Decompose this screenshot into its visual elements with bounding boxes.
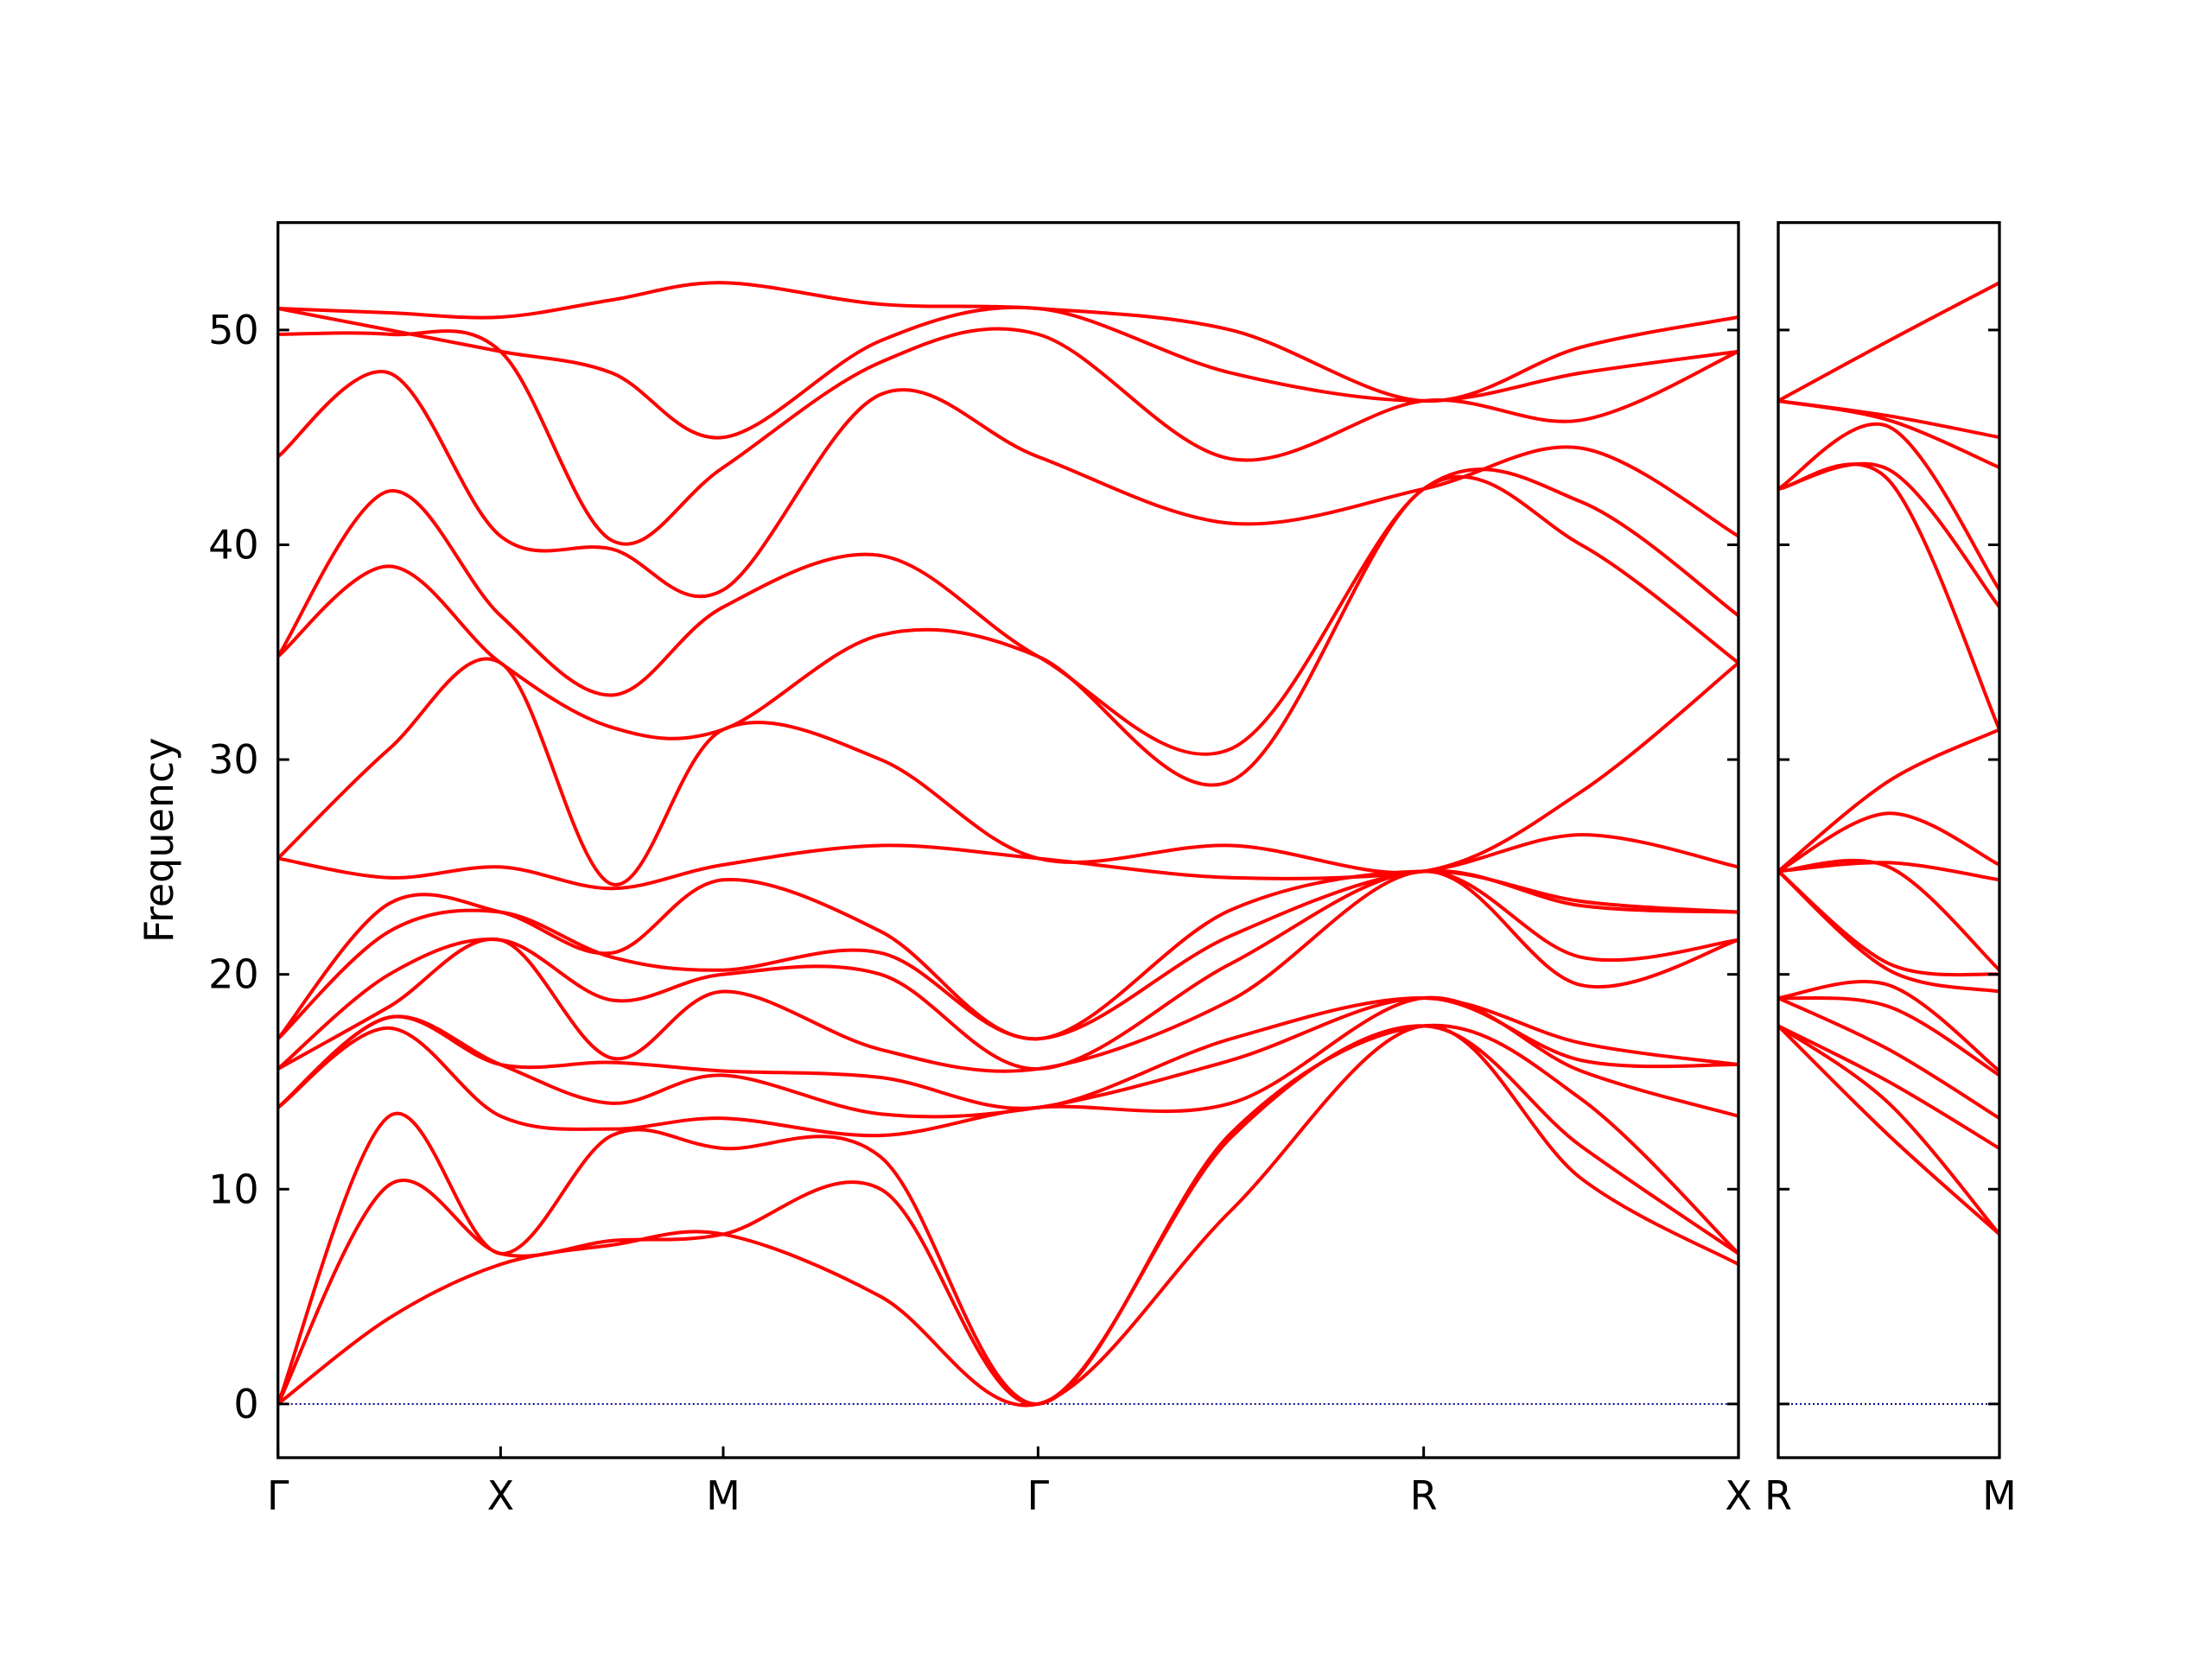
band-line bbox=[1778, 281, 1999, 403]
band-line bbox=[277, 327, 1739, 546]
band-line bbox=[1778, 728, 1999, 873]
band-line bbox=[277, 1024, 1739, 1406]
band-line bbox=[1778, 858, 1999, 972]
band-line bbox=[1778, 422, 1999, 591]
band-line bbox=[277, 868, 1739, 1041]
y-tick-label: 50 bbox=[208, 307, 259, 353]
band-line bbox=[1778, 398, 1999, 440]
axes-frame bbox=[1777, 220, 2001, 1459]
band-line bbox=[277, 281, 1739, 403]
band-line bbox=[1778, 1024, 1999, 1236]
band-line bbox=[1778, 869, 1999, 977]
band-line bbox=[277, 869, 1739, 1041]
x-tick-label: X bbox=[487, 1472, 515, 1519]
axes-frame bbox=[276, 220, 1740, 1459]
band-line bbox=[277, 996, 1739, 1110]
x-tick-label: Γ bbox=[1027, 1472, 1050, 1519]
band-line bbox=[277, 869, 1739, 1071]
x-tick-label: R bbox=[1764, 1472, 1792, 1519]
band-line bbox=[277, 869, 1739, 1073]
bands bbox=[1778, 281, 1999, 1236]
band-line bbox=[277, 833, 1739, 891]
y-tick-label: 10 bbox=[208, 1166, 259, 1212]
band-line bbox=[277, 996, 1739, 1119]
band-line bbox=[1778, 995, 1999, 1077]
y-tick-label: 40 bbox=[208, 521, 259, 568]
band-line bbox=[1778, 1024, 1999, 1236]
band-line bbox=[1778, 996, 1999, 1120]
band-line bbox=[277, 369, 1739, 599]
band-line bbox=[1778, 980, 1999, 1073]
band-line bbox=[277, 467, 1739, 756]
band-line bbox=[1778, 461, 1999, 608]
y-tick-label: 20 bbox=[208, 951, 259, 998]
band-line bbox=[277, 995, 1739, 1138]
x-tick-label: M bbox=[706, 1472, 741, 1519]
band-line bbox=[277, 1024, 1739, 1408]
band-line bbox=[1778, 811, 1999, 874]
bands bbox=[277, 281, 1739, 1408]
x-tick-label: X bbox=[1725, 1472, 1752, 1519]
band-line bbox=[1778, 861, 1999, 882]
band-line bbox=[277, 657, 1739, 887]
band-line bbox=[1778, 398, 1999, 469]
band-line bbox=[1778, 1024, 1999, 1150]
band-line bbox=[277, 1023, 1739, 1406]
y-tick-label: 0 bbox=[233, 1381, 258, 1427]
y-tick-label: 30 bbox=[208, 736, 259, 783]
band-line bbox=[277, 305, 1739, 440]
x-tick-label: M bbox=[1982, 1472, 2017, 1519]
band-line bbox=[1778, 462, 1999, 731]
y-axis-label: Frequency bbox=[136, 737, 182, 943]
band-line bbox=[277, 475, 1739, 787]
x-tick-label: Γ bbox=[267, 1472, 289, 1519]
x-tick-label: R bbox=[1410, 1472, 1438, 1519]
